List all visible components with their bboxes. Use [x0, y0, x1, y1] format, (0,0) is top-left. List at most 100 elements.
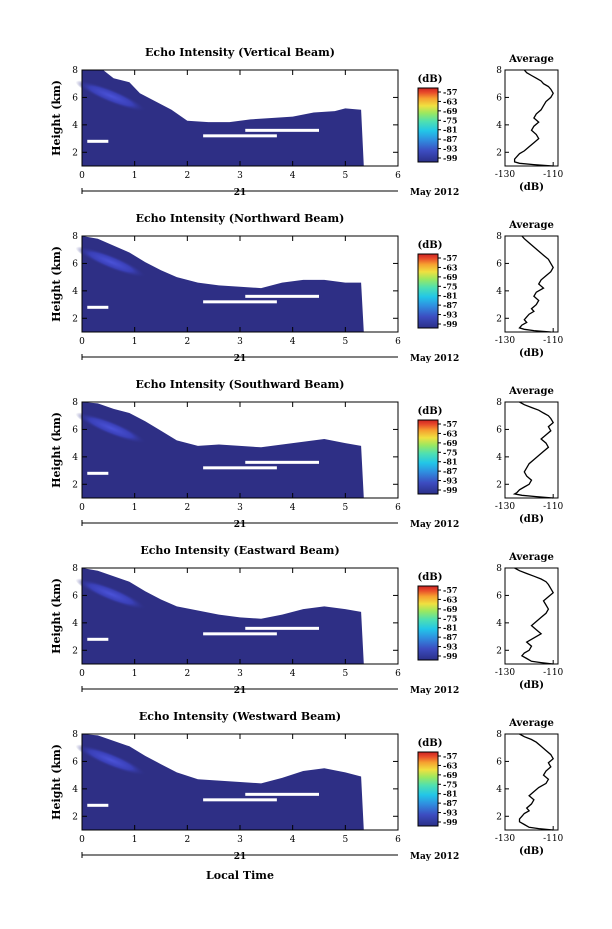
- profile-x-label: (dB): [519, 348, 544, 359]
- profile-y-tick-label: 4: [496, 121, 502, 131]
- colorbar-tick-label: -99: [443, 485, 458, 495]
- beam-panel-1: Echo Intensity (Northward Beam) 0 1 2 3 4 5 6 2 4…: [50, 212, 564, 364]
- x-axis-label: Local Time: [206, 869, 274, 882]
- profile-title: Average: [508, 718, 554, 729]
- x-tick-label: 6: [395, 835, 401, 845]
- y-tick-label: 4: [72, 785, 78, 795]
- colorbar-tick-label: -75: [443, 779, 457, 789]
- profile-frame: [504, 235, 559, 333]
- colorbar-tick-label: -63: [443, 262, 458, 272]
- y-axis-label: Height (km): [50, 578, 63, 654]
- profile-frame: [504, 401, 559, 499]
- x-tick-label: 4: [290, 171, 296, 181]
- profile-x-tick-label: -110: [543, 336, 563, 346]
- profile-y-tick-label: 4: [496, 785, 502, 795]
- colorbar-tick-label: -75: [443, 613, 457, 623]
- data-gap-2: [87, 803, 109, 807]
- beam-panel-3: Echo Intensity (Eastward Beam) 0 1 2 3 4 5 6 2 4 6…: [50, 544, 564, 696]
- colorbar: [417, 751, 439, 827]
- colorbar-tick-label: -87: [443, 632, 457, 642]
- y-tick-label: 6: [72, 591, 78, 601]
- profile-title: Average: [508, 54, 554, 65]
- profile-y-tick-label: 8: [496, 398, 502, 408]
- data-gap-0: [203, 134, 277, 138]
- data-gap-0: [203, 798, 277, 802]
- x-tick-label: 0: [79, 503, 85, 513]
- date-month-label: May 2012: [410, 686, 459, 696]
- y-tick-label: 2: [72, 646, 78, 656]
- data-gap-2: [87, 139, 109, 143]
- date-day-label: 21: [234, 686, 247, 696]
- profile-y-tick-label: 4: [496, 287, 502, 297]
- y-tick-label: 2: [72, 314, 78, 324]
- echo-field: [82, 402, 364, 498]
- y-tick-label: 6: [72, 425, 78, 435]
- echo-field: [82, 568, 364, 664]
- profile-y-tick-label: 6: [496, 757, 502, 767]
- profile-x-label: (dB): [519, 680, 544, 691]
- beam-panel-4: Echo Intensity (Westward Beam) 0 1 2 3 4 5 6 2 4 6…: [50, 710, 564, 862]
- x-tick-label: 3: [237, 669, 243, 679]
- profile-frame: [504, 733, 559, 831]
- date-month-label: May 2012: [410, 354, 459, 364]
- profile-x-label: (dB): [519, 182, 544, 193]
- profile-frame: [504, 567, 559, 665]
- y-axis-label: Height (km): [50, 744, 63, 820]
- colorbar-tick-label: -69: [443, 604, 458, 614]
- colorbar-tick-label: -81: [443, 125, 457, 135]
- colorbar-unit: (dB): [418, 74, 443, 85]
- colorbar-tick-label: -93: [443, 144, 458, 154]
- y-tick-label: 2: [72, 812, 78, 822]
- profile-x-tick-label: -110: [543, 834, 563, 844]
- y-axis-label: Height (km): [50, 80, 63, 156]
- y-tick-label: 4: [72, 287, 78, 297]
- colorbar-tick-label: -87: [443, 300, 457, 310]
- colorbar-tick-label: -99: [443, 817, 458, 827]
- data-gap-2: [87, 305, 109, 309]
- profile-y-tick-label: 6: [496, 425, 502, 435]
- x-tick-label: 4: [290, 503, 296, 513]
- y-tick-label: 4: [72, 121, 78, 131]
- x-tick-label: 6: [395, 503, 401, 513]
- profile-line: [514, 567, 555, 665]
- colorbar-tick-label: -63: [443, 760, 458, 770]
- colorbar-tick-label: -87: [443, 798, 457, 808]
- colorbar: [417, 585, 439, 661]
- x-tick-label: 0: [79, 337, 85, 347]
- x-tick-label: 1: [132, 171, 138, 181]
- x-tick-label: 3: [237, 171, 243, 181]
- profile-x-tick-label: -110: [543, 170, 563, 180]
- profile-y-tick-label: 4: [496, 619, 502, 629]
- colorbar-tick-label: -57: [443, 87, 457, 97]
- y-tick-label: 2: [72, 148, 78, 158]
- profile-y-tick-label: 4: [496, 453, 502, 463]
- colorbar-tick-label: -93: [443, 310, 458, 320]
- colorbar-tick-label: -87: [443, 466, 457, 476]
- x-tick-label: 1: [132, 503, 138, 513]
- x-tick-label: 2: [184, 835, 190, 845]
- colorbar-tick-label: -75: [443, 447, 457, 457]
- x-tick-label: 3: [237, 503, 243, 513]
- profile-y-tick-label: 8: [496, 730, 502, 740]
- echo-core: [75, 578, 147, 610]
- chart-title: Echo Intensity (Westward Beam): [139, 710, 341, 723]
- echo-core: [75, 246, 147, 278]
- profile-y-tick-label: 2: [496, 480, 502, 490]
- colorbar-unit: (dB): [418, 738, 443, 749]
- profile-y-tick-label: 6: [496, 591, 502, 601]
- x-tick-label: 4: [290, 669, 296, 679]
- chart-title: Echo Intensity (Vertical Beam): [145, 46, 335, 59]
- date-day-label: 21: [234, 188, 247, 198]
- profile-x-tick-label: -130: [495, 834, 515, 844]
- colorbar-tick-label: -57: [443, 253, 457, 263]
- colorbar-tick-label: -75: [443, 281, 457, 291]
- beam-panel-2: Echo Intensity (Southward Beam) 0 1 2 3 4 5 6 2 4…: [50, 378, 564, 530]
- colorbar-tick-label: -69: [443, 272, 458, 282]
- y-tick-label: 2: [72, 480, 78, 490]
- echo-core: [75, 80, 147, 112]
- profile-x-tick-label: -130: [495, 502, 515, 512]
- profile-frame: [504, 69, 559, 167]
- data-gap-1: [245, 128, 319, 132]
- colorbar-tick-label: -57: [443, 751, 457, 761]
